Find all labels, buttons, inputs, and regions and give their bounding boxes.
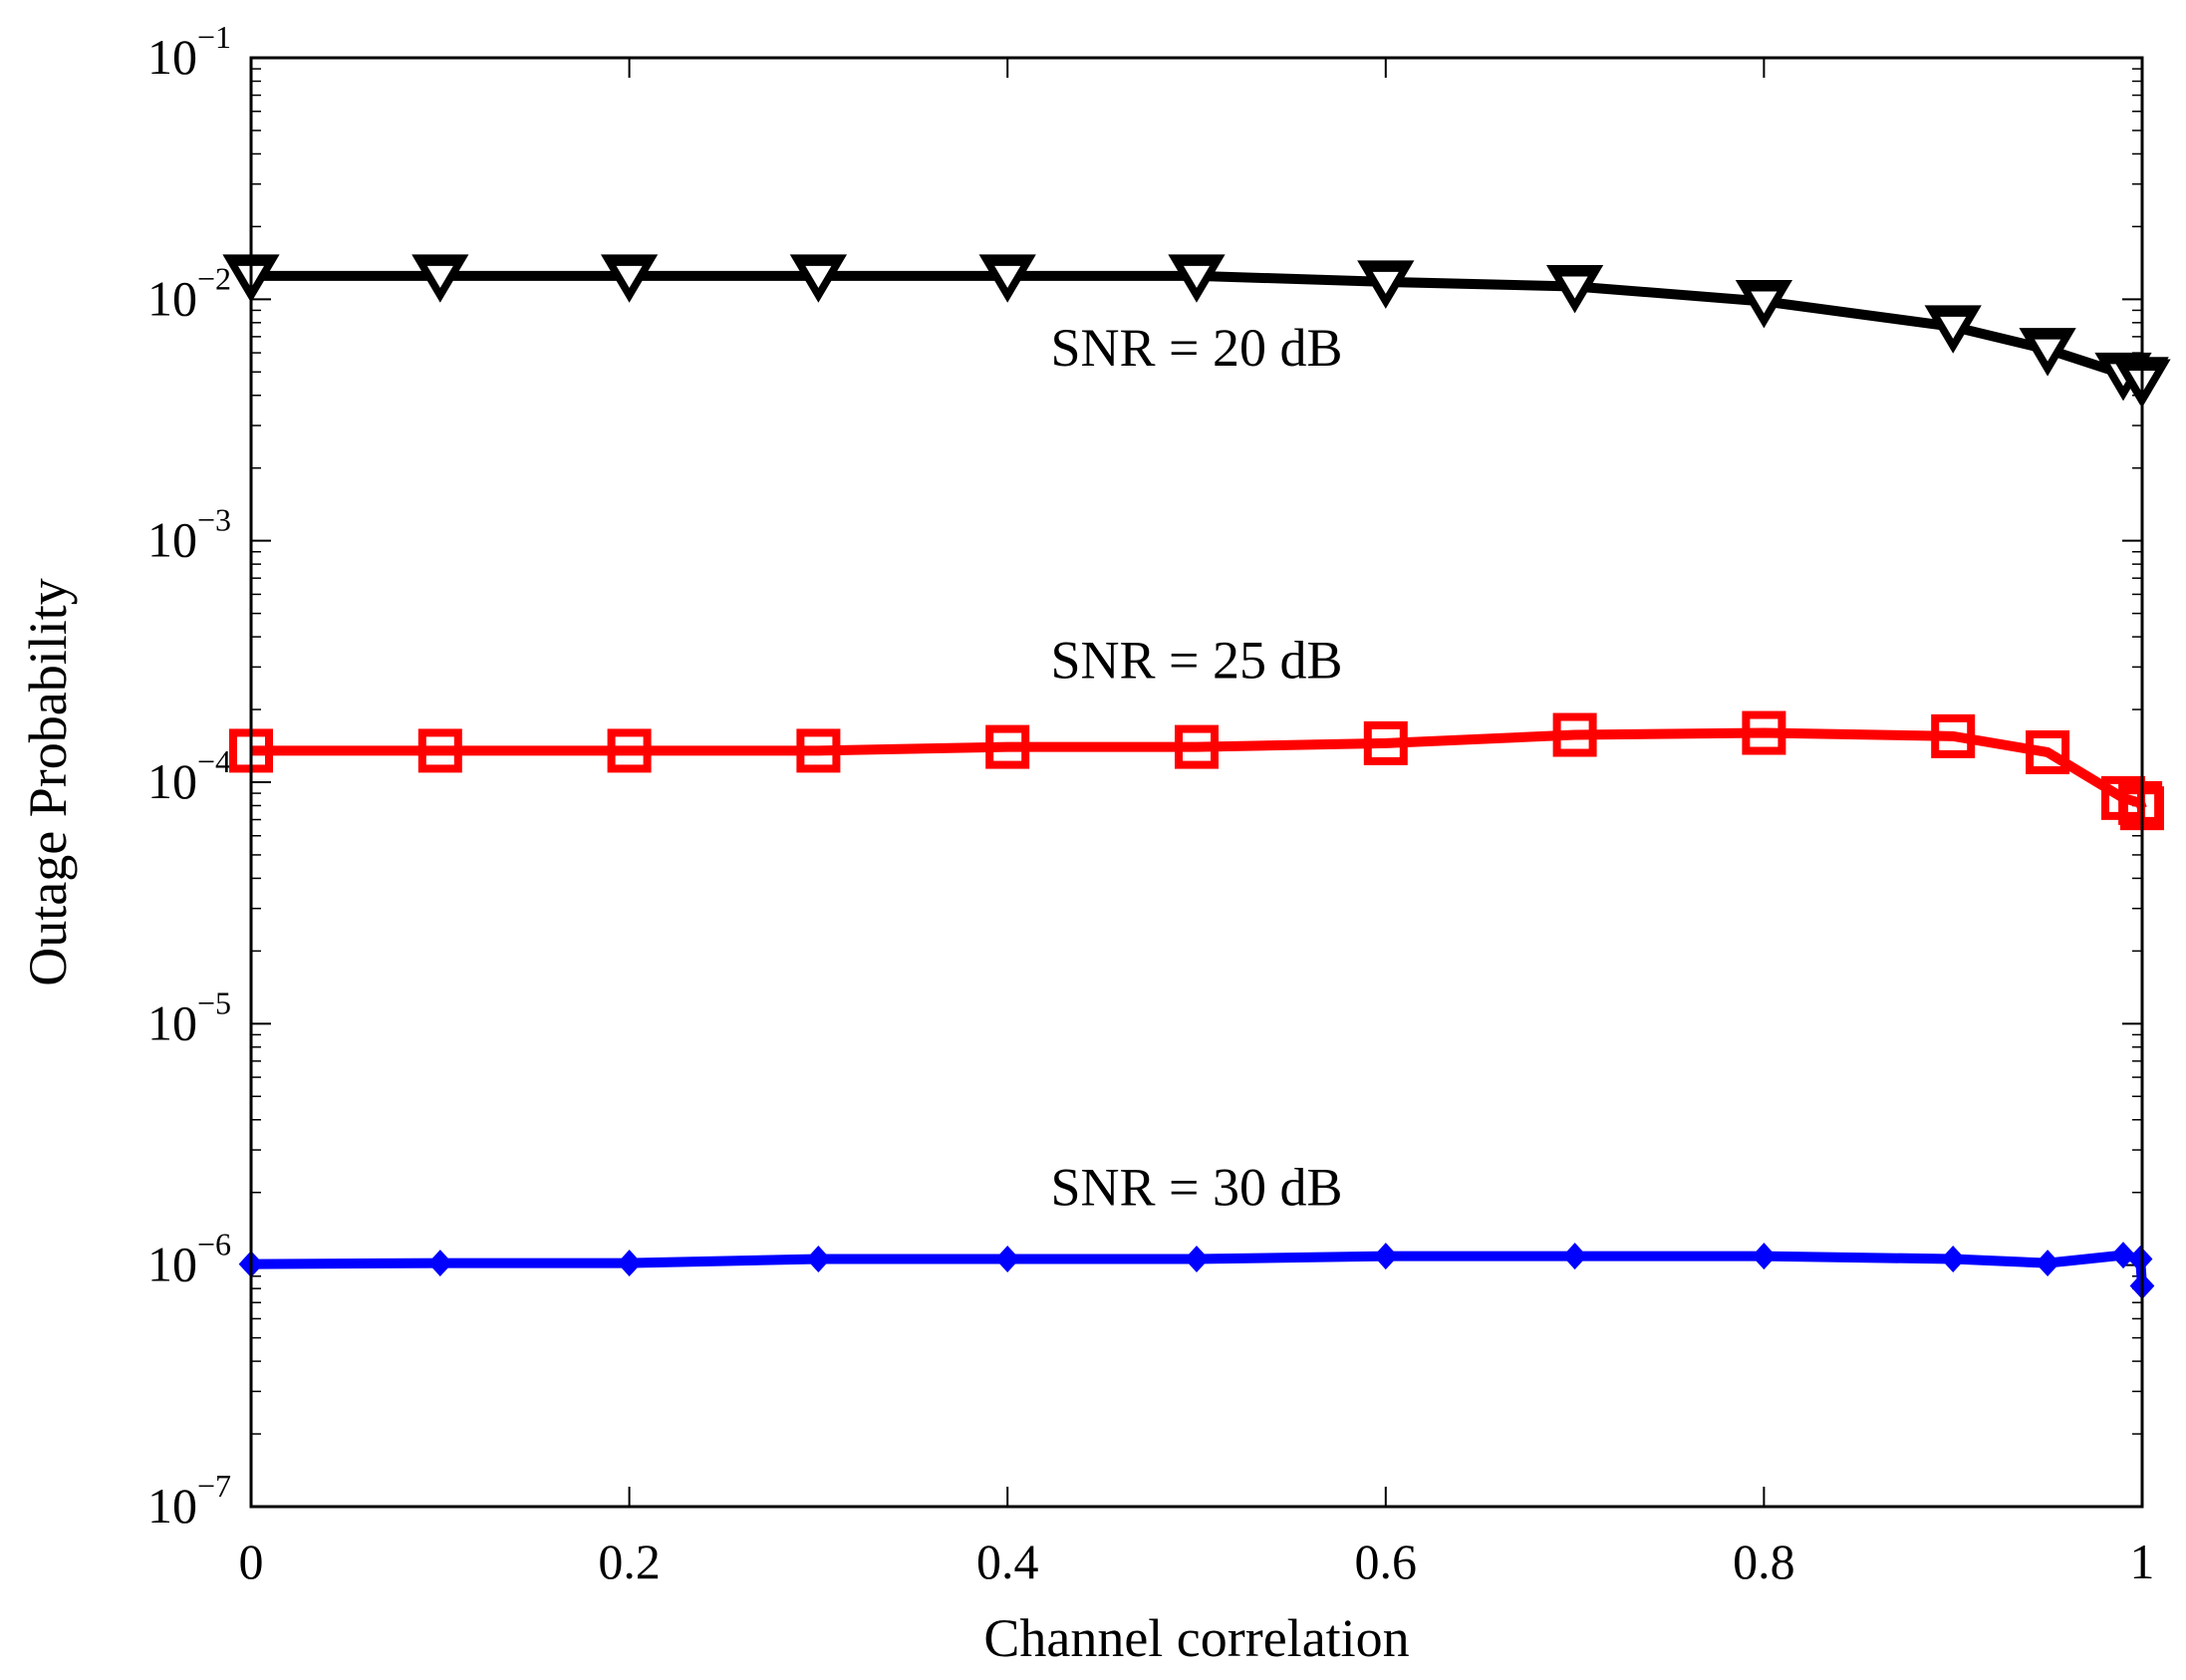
series-layer [222, 254, 2171, 1300]
y-tick-base: 10 [147, 1237, 197, 1292]
y-tick-exponent: −1 [197, 19, 231, 55]
diamond-marker [427, 1250, 453, 1277]
y-tick-label: 10−3 [147, 502, 231, 568]
y-tick-base: 10 [147, 29, 197, 85]
square-marker [985, 724, 1030, 769]
y-tick-base: 10 [147, 270, 197, 326]
triangle-marker-inner [2035, 339, 2061, 362]
y-tick-exponent: −7 [197, 1468, 231, 1504]
y-tick-label: 10−2 [147, 260, 231, 326]
y-minor-ticks [251, 68, 2142, 1435]
y-axis-ticks: 10−710−610−510−410−310−210−1 [147, 19, 2142, 1534]
x-tick-label: 1 [2130, 1534, 2155, 1589]
y-tick-label: 10−7 [147, 1468, 231, 1534]
plot-frame [249, 56, 2144, 1509]
triangle-marker-inner [1940, 316, 1967, 339]
y-tick-base: 10 [147, 753, 197, 809]
diamond-marker [2127, 1246, 2153, 1273]
triangle-marker-inner [1751, 291, 1777, 314]
series-square [229, 710, 2164, 831]
square-marker [1175, 724, 1219, 769]
series-line [250, 1250, 2147, 1286]
diamond-marker [1184, 1246, 1210, 1273]
y-tick-exponent: −4 [197, 743, 231, 779]
x-tick-label: 0.8 [1733, 1534, 1795, 1589]
diamond-marker [994, 1246, 1020, 1273]
square-marker [1742, 710, 1786, 755]
triangle-marker-inner [616, 265, 643, 288]
y-tick-label: 10−5 [147, 984, 231, 1050]
diamond-marker [1562, 1243, 1587, 1270]
y-axis-title: Outage Probability [18, 578, 78, 985]
triangle-marker-inner [994, 265, 1021, 288]
triangle-marker-inner [1561, 276, 1588, 299]
series-annotation: SNR = 20 dB [1050, 318, 1342, 378]
series-triangle-down [222, 254, 2171, 409]
square-marker [1552, 712, 1597, 757]
y-tick-label: 10−1 [147, 19, 231, 85]
x-tick-label: 0.6 [1355, 1534, 1418, 1589]
diamond-marker [2035, 1250, 2060, 1277]
x-tick-label: 0.4 [976, 1534, 1039, 1589]
x-axis-ticks: 0 0.2 0.4 0.6 0.8 1 [239, 58, 2155, 1589]
y-tick-base: 10 [147, 1478, 197, 1534]
square-marker [1931, 713, 1976, 758]
diamond-marker [617, 1250, 642, 1277]
diamond-marker [1752, 1243, 1776, 1270]
series-annotation: SNR = 30 dB [1050, 1158, 1342, 1218]
y-tick-label: 10−4 [147, 743, 231, 809]
y-tick-exponent: −6 [197, 1227, 231, 1262]
y-tick-exponent: −2 [197, 260, 231, 296]
square-marker [607, 728, 652, 773]
triangle-marker-inner [1372, 271, 1399, 294]
triangle-marker-inner [805, 265, 832, 288]
square-marker [1363, 720, 1408, 765]
y-tick-label: 10−6 [147, 1227, 231, 1292]
series-line [251, 727, 2147, 810]
diamond-marker [1940, 1246, 1966, 1273]
triangle-marker-inner [1184, 265, 1210, 288]
annotation-layer: SNR = 20 dB SNR = 25 dB SNR = 30 dB [1050, 318, 1342, 1217]
y-tick-base: 10 [147, 512, 197, 568]
diamond-marker [806, 1246, 831, 1273]
square-marker [417, 728, 462, 773]
series-annotation: SNR = 25 dB [1050, 630, 1342, 690]
series-diamond [238, 1242, 2155, 1300]
y-tick-base: 10 [147, 994, 197, 1050]
diamond-marker [1373, 1243, 1399, 1270]
x-axis-title: Channel correlation [983, 1608, 1409, 1668]
square-marker [2026, 729, 2070, 774]
y-tick-exponent: −5 [197, 984, 231, 1020]
x-tick-label: 0 [239, 1534, 264, 1589]
square-marker [796, 728, 841, 773]
triangle-marker-inner [426, 265, 453, 288]
x-tick-label: 0.2 [598, 1534, 661, 1589]
diamond-marker [2110, 1242, 2136, 1269]
y-tick-exponent: −3 [197, 502, 231, 538]
